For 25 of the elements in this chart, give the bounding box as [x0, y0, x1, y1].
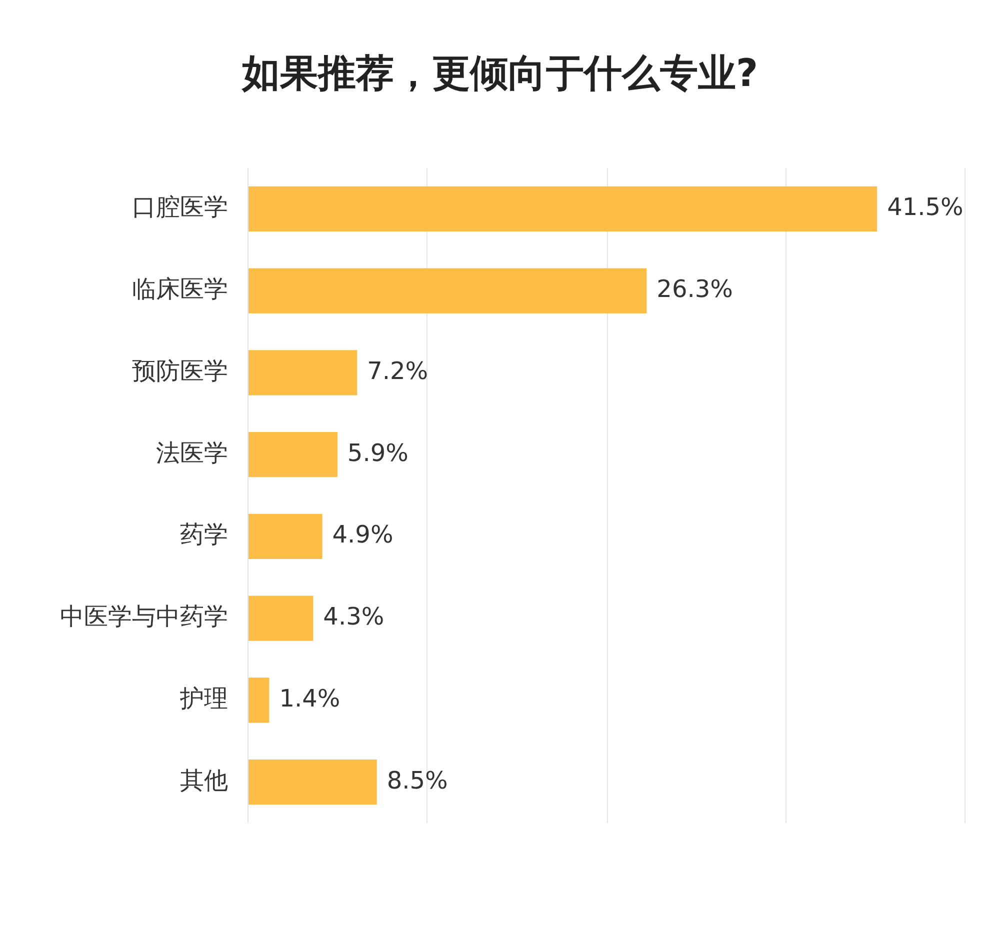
bar — [248, 678, 270, 723]
data-label: 1.4% — [279, 684, 340, 712]
bar — [248, 268, 647, 314]
y-tick-label: 其他 — [180, 766, 228, 794]
y-tick-label: 法医学 — [156, 438, 228, 467]
y-tick-label: 护理 — [179, 684, 228, 712]
y-tick-label: 中医学与中药学 — [60, 602, 228, 631]
data-label: 4.3% — [323, 602, 384, 631]
y-tick-label: 预防医学 — [132, 356, 228, 385]
y-tick-label: 临床医学 — [132, 275, 228, 304]
bar — [248, 350, 358, 396]
data-label: 26.3% — [656, 275, 733, 304]
bar — [248, 186, 878, 232]
data-label: 5.9% — [347, 438, 408, 467]
data-label: 8.5% — [386, 766, 448, 794]
y-tick-label: 口腔医学 — [132, 193, 228, 222]
bar — [248, 432, 338, 478]
bar — [248, 514, 322, 559]
bar — [248, 596, 314, 641]
bar — [248, 760, 377, 805]
y-tick-label: 药学 — [180, 520, 228, 549]
data-label: 7.2% — [367, 356, 428, 385]
chart-title: 如果推荐，更倾向于什么专业? — [242, 50, 758, 97]
data-label: 4.9% — [332, 520, 394, 549]
data-label: 41.5% — [887, 193, 964, 222]
